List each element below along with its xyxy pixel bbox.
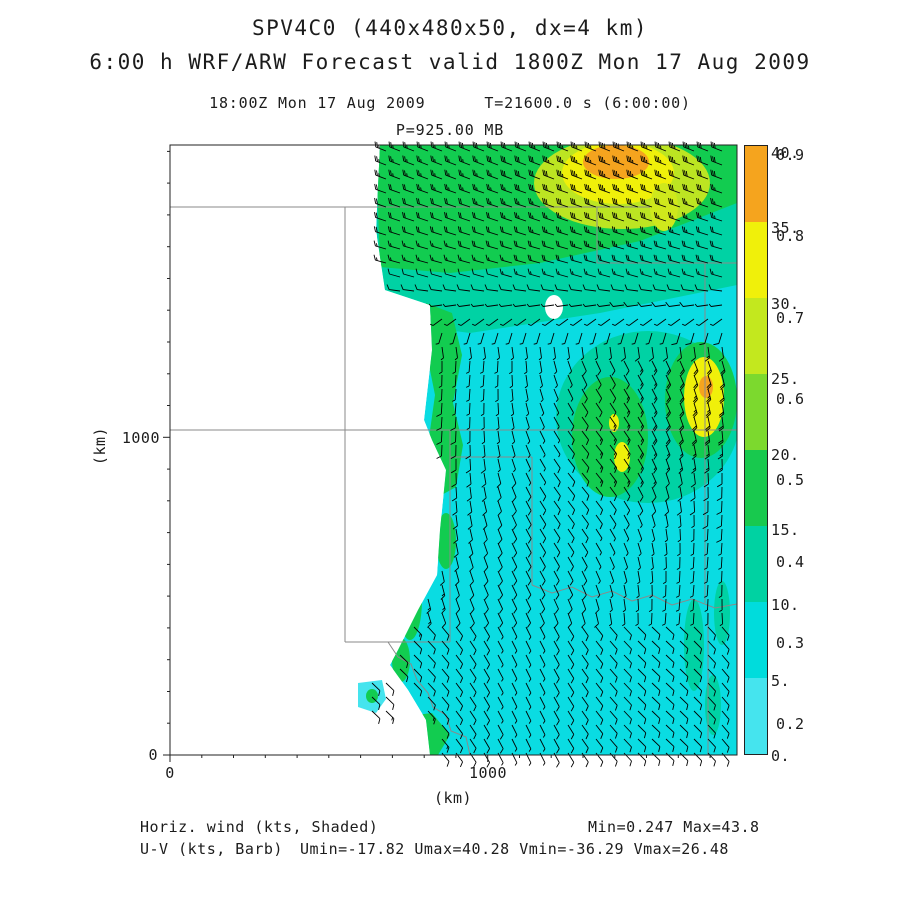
page-subtitle: 6:00 h WRF/ARW Forecast valid 1800Z Mon … [89,50,811,74]
footer-barb-label: U-V (kts, Barb) [140,840,283,858]
colorbar-speed-label: 35. [771,219,800,238]
colorbar-ratio-label: 0.6 [776,389,805,408]
page-title: SPV4C0 (440x480x50, dx=4 km) [251,16,648,40]
colorbar-segment [745,678,767,754]
x-axis-tick-1000: 1000 [468,764,508,782]
pressure-level-label: P=925.00 MB [395,121,505,139]
colorbar-speed-label: 10. [771,596,800,615]
colorbar-ratio-label: 0.2 [776,715,805,734]
colorbar-ratio-label: 0.7 [776,308,805,327]
colorbar-speed-label: 0. [771,747,791,766]
colorbar-speed-label: 20. [771,445,800,464]
x-axis-tick-0: 0 [165,764,175,782]
colorbar-speed-label: 30. [771,294,800,313]
valid-time-line: 18:00Z Mon 17 Aug 2009 T=21600.0 s (6:00… [209,94,691,112]
x-axis-title: (km) [433,789,473,807]
y-axis-title: (km) [91,426,109,466]
footer-barb-range: Umin=-17.82 Umax=40.28 Vmin=-36.29 Vmax=… [300,840,729,858]
colorbar [744,145,768,755]
colorbar-segment [745,450,767,526]
colorbar-speed-label: 5. [771,671,791,690]
wind-barbs [371,141,730,768]
colorbar-ratio-label: 0.9 [776,146,805,164]
colorbar-segment [745,146,767,222]
y-axis-tick-1000: 1000 [121,429,160,447]
colorbar-speed-label: 25. [771,370,800,389]
plot-frame [163,144,738,762]
colorbar-segment [745,526,767,602]
colorbar-segment [745,374,767,450]
colorbar-ratio-label: 0.4 [776,552,805,571]
footer-shaded-label: Horiz. wind (kts, Shaded) [140,818,379,836]
map-plot-area [163,141,738,768]
colorbar-segment [745,298,767,374]
footer-shaded-range: Min=0.247 Max=43.8 [588,818,760,836]
colorbar-ratio-label: 0.5 [776,471,805,490]
colorbar-speed-label: 15. [771,521,800,539]
colorbar-speed-label: 40. [771,144,800,162]
colorbar-ratio-label: 0.3 [776,633,805,652]
colorbar-segment [745,602,767,678]
state-boundaries [170,206,738,756]
colorbar-ratio-label: 0.8 [776,227,805,246]
colorbar-segment [745,222,767,298]
y-axis-tick-0: 0 [148,746,158,764]
